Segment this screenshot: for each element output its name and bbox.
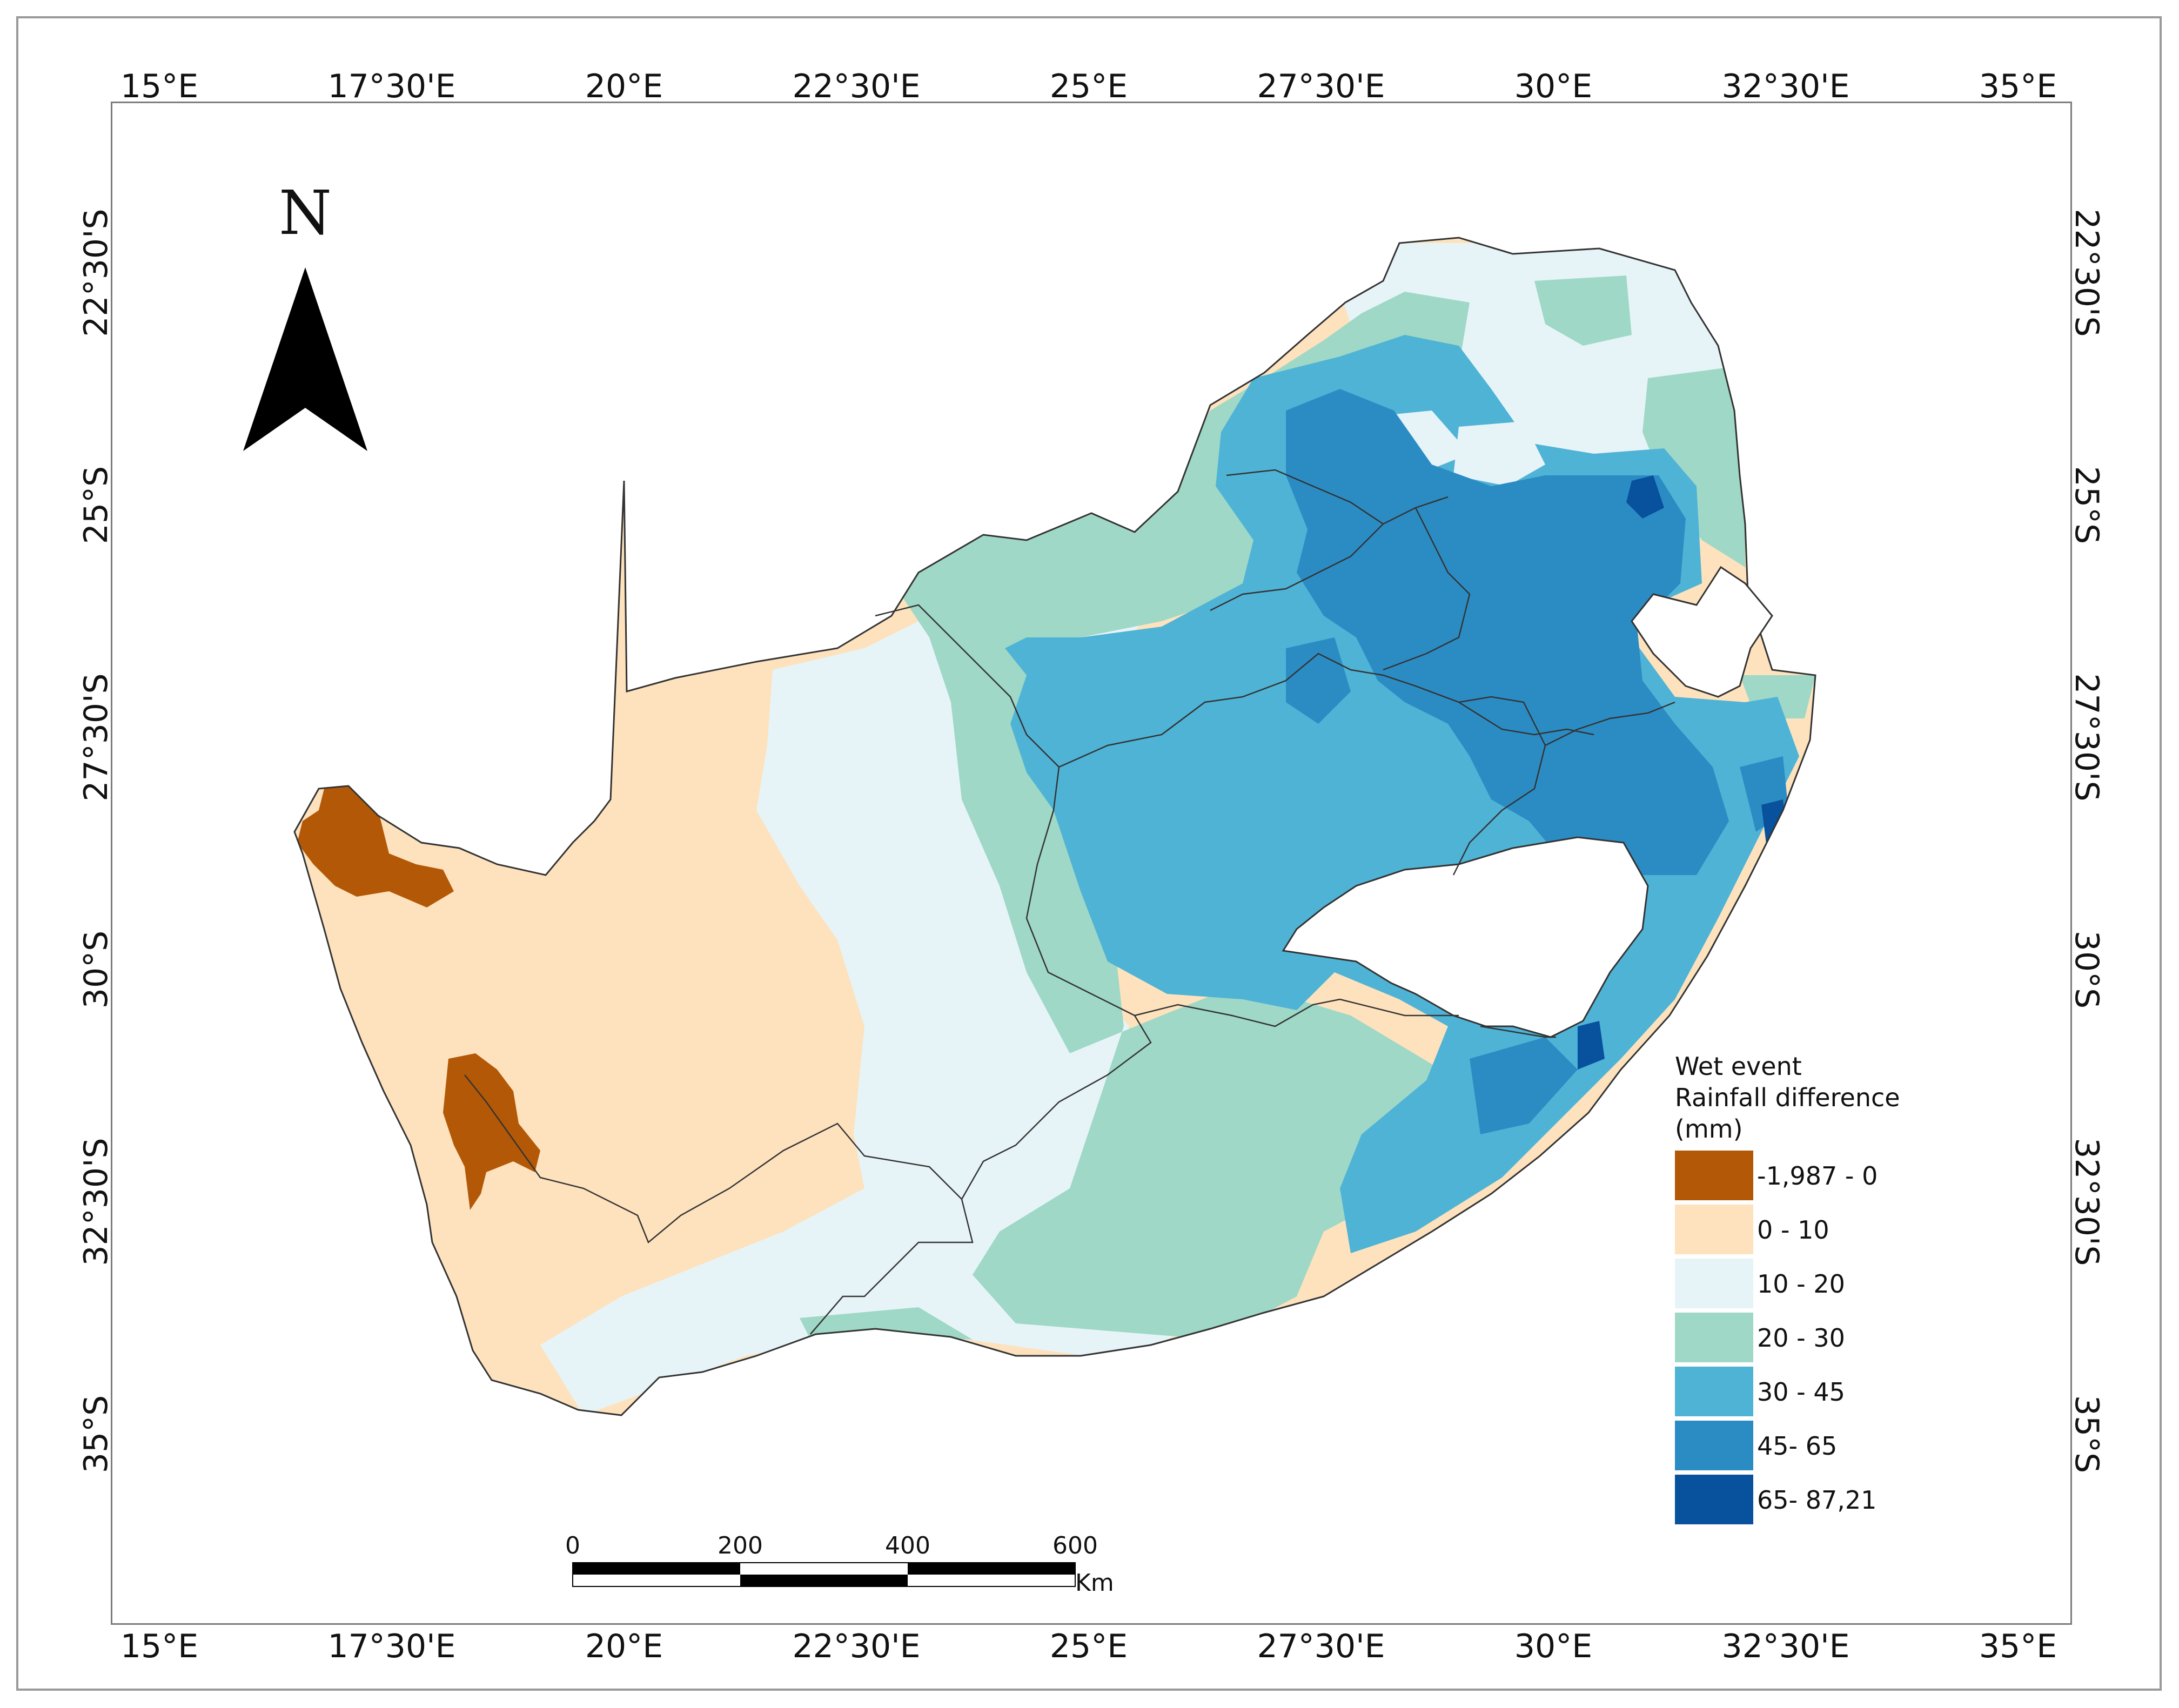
left-lat-label: 30°S [77, 930, 115, 1009]
bottom-lon-label: 35°E [1979, 1628, 2057, 1665]
left-lat-label: 27°30'S [77, 673, 115, 802]
legend-label: 0 - 10 [1757, 1215, 1829, 1245]
top-lon-label: 35°E [1979, 68, 2057, 105]
scale-unit: Km [1075, 1569, 1114, 1597]
bottom-lon-label: 22°30'E [792, 1628, 921, 1665]
legend-label: -1,987 - 0 [1757, 1161, 1878, 1191]
legend-swatch [1675, 1205, 1753, 1254]
north-arrow-label: N [279, 178, 332, 248]
right-lat-label: 35°S [2068, 1395, 2106, 1474]
right-lat-label: 32°30'S [2068, 1138, 2106, 1266]
right-lat-label: 30°S [2068, 930, 2106, 1009]
bottom-lon-label: 25°E [1049, 1628, 1128, 1665]
top-lon-label: 22°30'E [792, 68, 921, 105]
top-lon-label: 20°E [585, 68, 663, 105]
bottom-lon-label: 20°E [585, 1628, 663, 1665]
bottom-lon-label: 27°30'E [1257, 1628, 1385, 1665]
right-lat-label: 25°S [2068, 466, 2106, 544]
top-lon-label: 32°30'E [1721, 68, 1850, 105]
north-arrow-icon [243, 267, 367, 451]
top-lon-label: 30°E [1514, 68, 1593, 105]
legend-title: Wet event Rainfall difference (mm) [1675, 1052, 1900, 1144]
top-lon-label: 27°30'E [1257, 68, 1385, 105]
left-lat-label: 22°30'S [77, 209, 115, 337]
legend-label: 45- 65 [1757, 1431, 1838, 1461]
bottom-lon-label: 17°30'E [327, 1628, 456, 1665]
legend-swatch [1675, 1367, 1753, 1416]
legend-swatch [1675, 1259, 1753, 1308]
top-lon-label: 17°30'E [327, 68, 456, 105]
scale-label: 200 [718, 1532, 763, 1559]
legend-swatch [1675, 1421, 1753, 1470]
scale-label: 600 [1052, 1532, 1098, 1559]
bottom-lon-label: 32°30'E [1721, 1628, 1850, 1665]
legend-label: 65- 87,21 [1757, 1485, 1877, 1515]
legend-label: 20 - 30 [1757, 1323, 1845, 1353]
bottom-lon-label: 15°E [120, 1628, 199, 1665]
legend-swatch [1675, 1151, 1753, 1200]
bottom-lon-label: 30°E [1514, 1628, 1593, 1665]
legend-label: 30 - 45 [1757, 1377, 1845, 1407]
left-lat-label: 25°S [77, 466, 115, 544]
legend-label: 10 - 20 [1757, 1269, 1845, 1299]
legend-swatch [1675, 1313, 1753, 1362]
scale-label: 0 [565, 1532, 580, 1559]
legend-swatch [1675, 1475, 1753, 1524]
right-lat-label: 22°30'S [2068, 209, 2106, 337]
left-lat-label: 35°S [77, 1395, 115, 1474]
top-lon-label: 15°E [120, 68, 199, 105]
top-lon-label: 25°E [1049, 68, 1128, 105]
left-lat-label: 32°30'S [77, 1138, 115, 1266]
right-lat-label: 27°30'S [2068, 673, 2106, 802]
scale-label: 400 [885, 1532, 930, 1559]
page-border [16, 16, 2162, 1691]
scale-bar-graphic [572, 1562, 1076, 1587]
